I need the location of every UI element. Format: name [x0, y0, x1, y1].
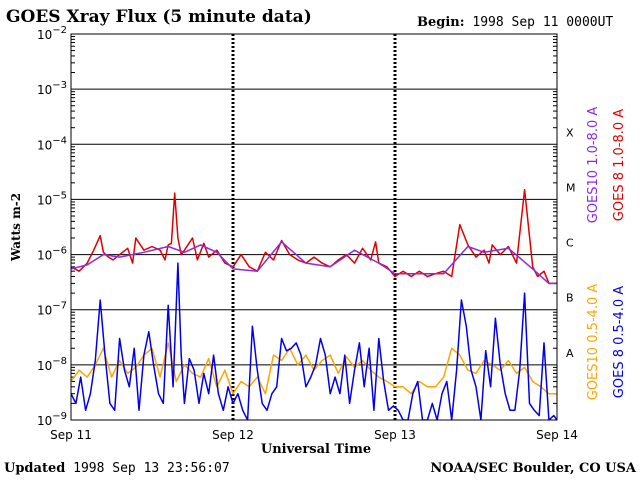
x-axis-ticks: Sep 11 Sep 12 Sep 13 Sep 14	[50, 428, 578, 442]
series-line	[71, 262, 557, 420]
legend-entry: GOES 8 0.5-4.0 A	[612, 286, 627, 398]
y-tick-label: 10−5	[37, 190, 67, 207]
flare-class-label: B	[566, 292, 574, 305]
credit-line: NOAA/SEC Boulder, CO USA	[430, 461, 636, 476]
x-tick-label: Sep 11	[50, 428, 92, 442]
x-axis-label: Universal Time	[261, 442, 371, 457]
flare-class-label: A	[566, 347, 574, 360]
legend-entry: GOES10 0.5-4.0 A	[586, 284, 601, 401]
y-axis-label: Watts m-2	[9, 193, 23, 262]
y-tick-label: 10−7	[37, 301, 67, 318]
updated-value: 1998 Sep 13 23:56:07	[73, 461, 230, 476]
y-tick-label: 10−2	[37, 25, 67, 42]
updated-label: Updated	[4, 461, 66, 476]
y-tick-label: 10−3	[37, 80, 67, 97]
grid	[71, 34, 557, 420]
series-line	[71, 241, 557, 285]
flare-class-label: C	[566, 237, 574, 250]
legend: GOES10 1.0-8.0 A GOES 8 1.0-8.0 A GOES10 0…	[586, 107, 627, 401]
updated-timestamp: Updated 1998 Sep 13 23:56:07	[4, 461, 230, 476]
y-tick-label: 10−9	[37, 411, 67, 428]
begin-label: Begin:	[417, 15, 465, 30]
y-tick-label: 10−6	[37, 246, 67, 263]
legend-entry: GOES 8 1.0-8.0 A	[612, 109, 627, 221]
chart-title: GOES Xray Flux (5 minute data)	[6, 7, 312, 27]
y-tick-label: 10−4	[37, 135, 67, 152]
x-tick-label: Sep 14	[536, 428, 578, 442]
flare-class-label: X	[566, 126, 574, 139]
flare-class-label: M	[566, 181, 576, 194]
begin-time: Begin: 1998 Sep 11 0000UT	[417, 15, 613, 30]
series-group	[71, 188, 557, 420]
y-axis-ticks: 10−9 10−8 10−7 10−6 10−5 10−4 10−3 10−2	[37, 25, 67, 428]
x-tick-label: Sep 13	[374, 428, 416, 442]
y-tick-label: 10−8	[37, 356, 67, 373]
series-line	[71, 188, 557, 285]
plot-frame	[70, 33, 558, 421]
x-tick-label: Sep 12	[212, 428, 254, 442]
legend-entry: GOES10 1.0-8.0 A	[586, 107, 601, 224]
flare-class-labels: A B C M X	[566, 126, 576, 360]
begin-value: 1998 Sep 11 0000UT	[472, 15, 614, 30]
